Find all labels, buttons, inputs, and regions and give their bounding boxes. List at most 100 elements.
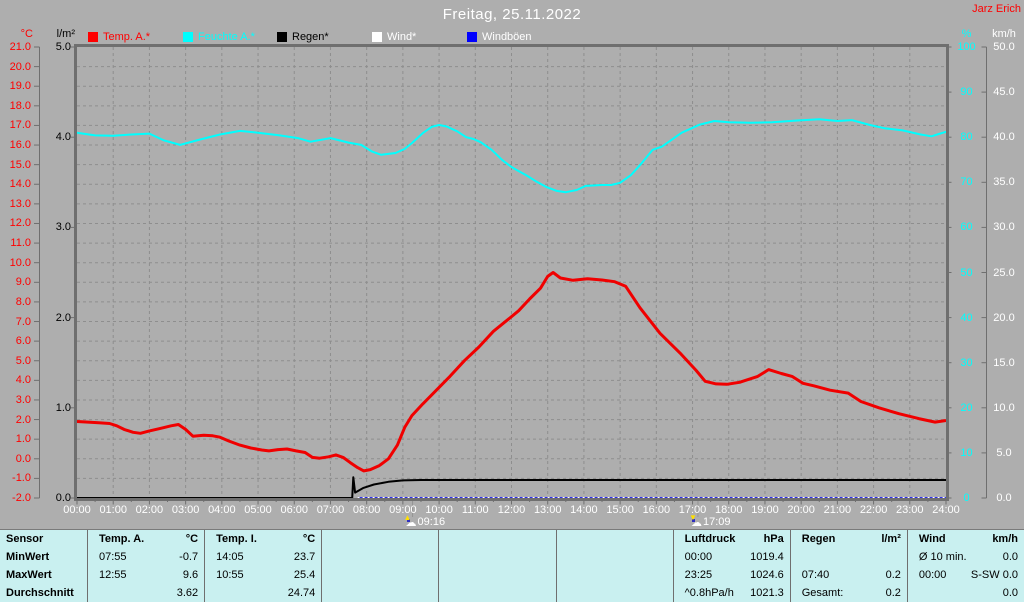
table-cell: 07:40 0.2 [789, 566, 907, 584]
cell-value: 3.62 [176, 587, 199, 599]
sun-marker-time: 09:16 [417, 516, 446, 528]
table-corner-sensor: Sensor [6, 533, 44, 545]
humidity-axis-label: 50 [960, 266, 973, 279]
rain-axis-label: 3.0 [55, 221, 71, 234]
wind-axis-label: 15.0 [993, 356, 1015, 369]
table-cell [555, 584, 673, 602]
cell-time: Ø 10 min. [918, 551, 967, 563]
temp-axis-label: 5.0 [15, 354, 31, 367]
column-unit: hPa [763, 533, 784, 545]
time-axis-label: 05:00 [244, 504, 272, 516]
cell-time: 07:40 [801, 569, 830, 581]
column-unit: °C [185, 533, 199, 545]
table-cell: 07:55 -0.7 [87, 548, 204, 566]
time-axis-label: 06:00 [280, 504, 309, 516]
wind-axis-label: 30.0 [993, 221, 1015, 234]
time-axis-label: 03:00 [171, 504, 200, 516]
time-axis-label: 08:00 [352, 504, 381, 516]
table-row-header: MaxWert [6, 569, 52, 581]
cell-value: 0.2 [885, 587, 901, 599]
cell-value: 1024.6 [750, 569, 784, 581]
table-cell: 00:00 1019.4 [672, 548, 790, 566]
time-axis-label: 10:00 [425, 504, 453, 516]
sunset-icon: ☁ ▼ [688, 513, 702, 529]
sun-marker-time: 17:09 [702, 516, 731, 528]
page-title: Freitag, 25.11.2022 [442, 6, 582, 23]
temp-unit-label: °C [20, 28, 33, 40]
sun-marker: ☁ ▼ 17:09 [688, 513, 731, 530]
temp-axis-label: 11.0 [10, 237, 31, 250]
legend-swatch-icon [467, 31, 477, 42]
time-axis-label: 14:00 [570, 504, 598, 516]
time-axis-label: 24:00 [932, 504, 960, 516]
temp-axis-label: 16.0 [9, 139, 31, 152]
time-axis-label: 02:00 [135, 504, 164, 516]
temp-axis-label: 0.0 [15, 452, 31, 465]
table-cell: 3.62 [87, 584, 204, 602]
temp-axis-label: 8.0 [15, 295, 31, 308]
table-cell [789, 548, 907, 566]
temp-axis-label: 20.0 [9, 60, 31, 73]
temp-axis-label: 17.0 [9, 119, 31, 132]
humidity-axis-label: 10 [960, 446, 973, 459]
temp-axis-label: 1.0 [15, 433, 31, 446]
cell-value: 24.74 [287, 587, 316, 599]
legend-swatch-icon [88, 31, 98, 42]
cell-time: 23:25 [684, 569, 713, 581]
time-axis-label: 04:00 [208, 504, 236, 516]
humidity-axis-label: 0 [963, 492, 970, 504]
temp-axis-label: 3.0 [15, 393, 31, 406]
time-axis-label: 22:00 [859, 504, 888, 516]
temp-axis-label: -2.0 [12, 492, 31, 504]
wind-axis-label: 25.0 [993, 266, 1015, 279]
time-axis-label: 12:00 [497, 504, 526, 516]
series-regen [77, 476, 946, 499]
time-axis-label: 17:00 [678, 504, 707, 516]
table-cell: Ø 10 min. 0.0 [906, 548, 1024, 566]
cell-value: S-SW 0.0 [970, 569, 1018, 581]
plot-frame [74, 44, 949, 501]
time-axis-label: 09:00 [389, 504, 417, 516]
cell-time: 00:00 [918, 569, 947, 581]
legend-item-temp-a-: Temp. A.* [88, 30, 150, 43]
table-column-header: Wind km/h [906, 530, 1024, 548]
humidity-axis-label: 30 [960, 356, 973, 369]
table-cell [321, 584, 438, 602]
wind-axis-label: 50.0 [993, 41, 1015, 53]
table-cell: Gesamt: 0.2 [789, 584, 907, 602]
humidity-axis-label: 90 [960, 86, 973, 99]
humidity-axis-label: 100 [957, 41, 976, 53]
temp-axis-label: 15.0 [9, 158, 31, 171]
rain-axis-label: 4.0 [55, 131, 71, 144]
column-unit: l/m² [881, 533, 901, 545]
wind-axis-label: 5.0 [996, 446, 1012, 459]
time-axis-label: 07:00 [316, 504, 345, 516]
cell-time: 10:55 [216, 569, 244, 581]
wind-axis-label: 20.0 [993, 311, 1015, 324]
temp-axis-label: 18.0 [9, 99, 31, 112]
cell-time: 00:00 [684, 551, 713, 563]
rain-axis-label: 2.0 [55, 311, 71, 324]
legend-item-windb-en: Windböen [467, 30, 532, 43]
rain-axis-label: 1.0 [55, 401, 71, 414]
temp-axis-label: 10.0 [9, 256, 31, 269]
table-cell [438, 566, 555, 584]
legend-label: Wind* [387, 30, 417, 43]
wind-axis-label: 45.0 [993, 86, 1015, 99]
table-column-header [555, 530, 673, 548]
series-temp-a- [76, 271, 947, 473]
legend-label: Feuchte A.* [198, 30, 255, 43]
table-cell: ^0.8hPa/h 1021.3 [672, 584, 790, 602]
table-cell [555, 566, 673, 584]
series-feuchte-a- [76, 118, 947, 194]
column-name: Temp. A. [99, 533, 145, 545]
column-unit: °C [302, 533, 316, 545]
rain-unit-label: l/m² [56, 28, 75, 40]
time-axis-label: 23:00 [896, 504, 924, 516]
table-row-header: MinWert [6, 551, 50, 563]
table-cell: 14:05 23.7 [204, 548, 321, 566]
time-axis-label: 16:00 [642, 504, 671, 516]
table-cell [321, 566, 438, 584]
table-cell [555, 548, 673, 566]
